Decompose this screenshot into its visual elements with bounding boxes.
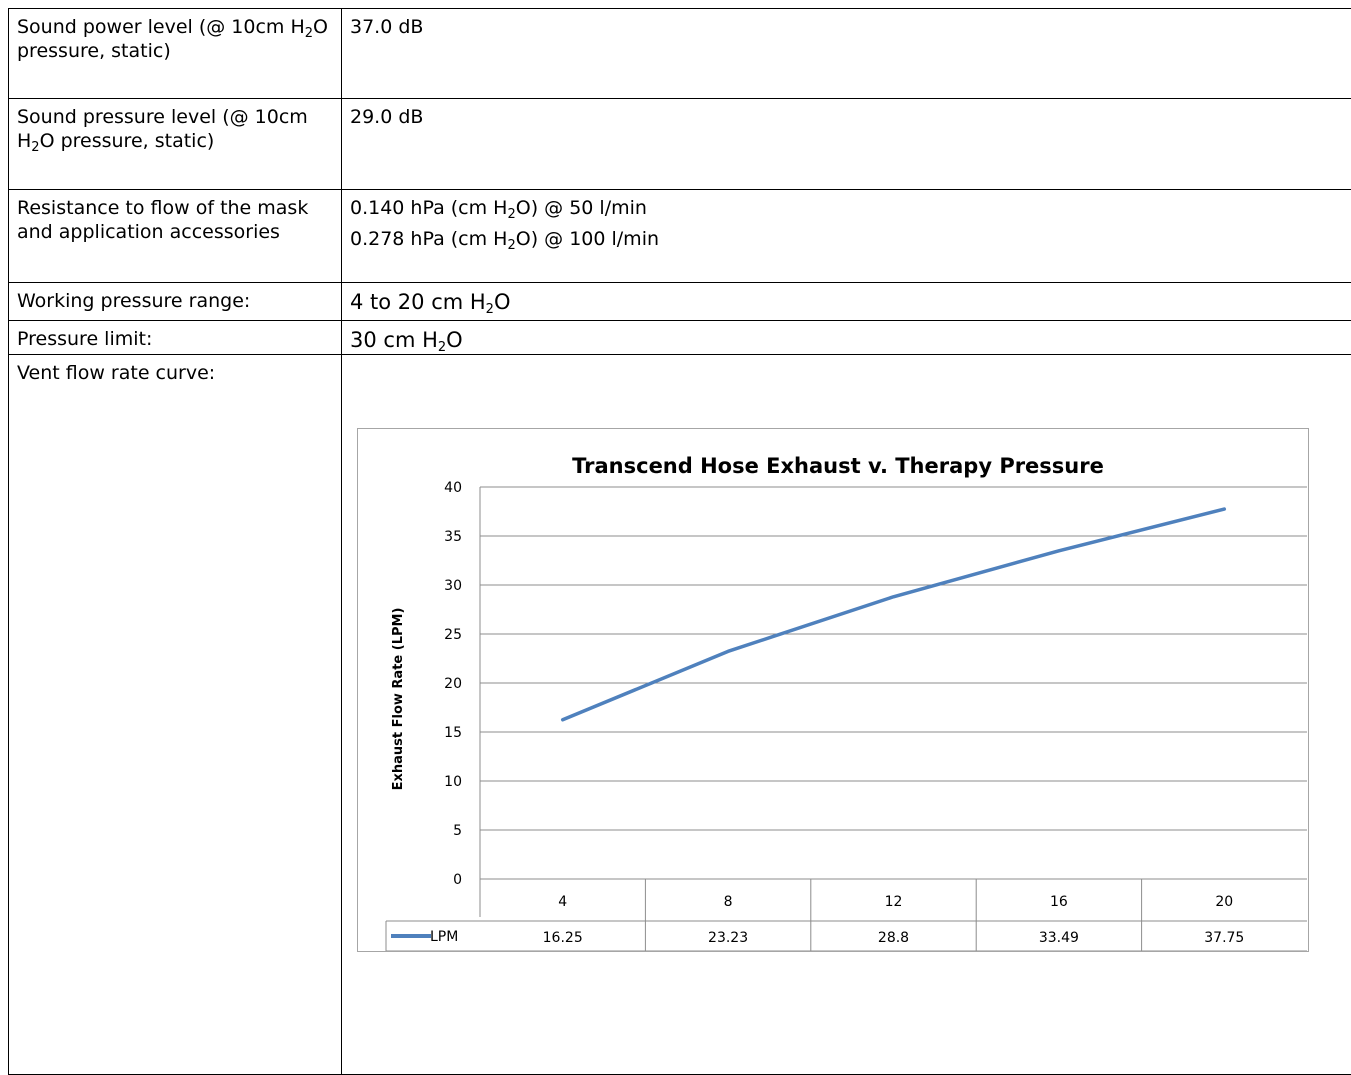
legend-series-name: LPM: [430, 929, 458, 945]
table-row: Resistance to flow of the mask and appli…: [9, 190, 1351, 283]
y-tick-label: 30: [444, 578, 462, 594]
series-line-lpm: [563, 509, 1225, 720]
spec-label: Resistance to flow of the mask and appli…: [9, 190, 342, 283]
data-table-value: 37.75: [1204, 930, 1244, 946]
spec-label: Sound power level (@ 10cm H2O pressure, …: [9, 9, 342, 99]
x-tick-label: 4: [558, 894, 567, 910]
spec-label: Vent flow rate curve:: [9, 355, 342, 1075]
chart-y-ticks: 0 5 10 15 20 25 30 35 40: [444, 480, 462, 888]
spec-label: Pressure limit:: [9, 321, 342, 355]
spec-value: 4 to 20 cm H2O: [342, 283, 1351, 321]
chart-data-table: 4 8 12 16 20 16.25 23.23 28.8 33.49 37.75 LPM: [386, 879, 1307, 951]
chart-svg: Transcend Hose Exhaust v. Therapy Pressu…: [358, 429, 1308, 951]
spec-value: 0.140 hPa (cm H2O) @ 50 l/min 0.278 hPa …: [342, 190, 1351, 283]
resistance-value-50: 0.140 hPa (cm H2O) @ 50 l/min: [350, 196, 1343, 220]
y-tick-label: 25: [444, 627, 462, 643]
data-table-value: 23.23: [708, 930, 748, 946]
table-row: Sound power level (@ 10cm H2O pressure, …: [9, 9, 1351, 99]
y-tick-label: 5: [453, 823, 462, 839]
spec-label: Working pressure range:: [9, 283, 342, 321]
y-tick-label: 15: [444, 725, 462, 741]
x-tick-label: 8: [724, 894, 733, 910]
chart-y-axis-label: Exhaust Flow Rate (LPM): [391, 608, 406, 791]
spec-label: Sound pressure level (@ 10cm H2O pressur…: [9, 99, 342, 190]
y-tick-label: 40: [444, 480, 462, 496]
y-tick-label: 0: [453, 872, 462, 888]
x-tick-label: 12: [885, 894, 903, 910]
table-row: Sound pressure level (@ 10cm H2O pressur…: [9, 99, 1351, 190]
resistance-value-100: 0.278 hPa (cm H2O) @ 100 l/min: [350, 227, 1343, 251]
vent-flow-chart: Transcend Hose Exhaust v. Therapy Pressu…: [357, 428, 1309, 952]
y-tick-label: 10: [444, 774, 462, 790]
x-tick-label: 20: [1215, 894, 1233, 910]
data-table-value: 16.25: [543, 930, 583, 946]
x-tick-label: 16: [1050, 894, 1068, 910]
table-row: Pressure limit: 30 cm H2O: [9, 321, 1351, 355]
y-tick-label: 20: [444, 676, 462, 692]
spec-value: 30 cm H2O: [342, 321, 1351, 355]
data-table-value: 33.49: [1039, 930, 1079, 946]
spec-value: 29.0 dB: [342, 99, 1351, 190]
y-tick-label: 35: [444, 529, 462, 545]
spec-value: 37.0 dB: [342, 9, 1351, 99]
chart-series: [563, 509, 1225, 720]
table-row: Working pressure range: 4 to 20 cm H2O: [9, 283, 1351, 321]
data-table-value: 28.8: [878, 930, 909, 946]
chart-title: Transcend Hose Exhaust v. Therapy Pressu…: [572, 454, 1104, 478]
